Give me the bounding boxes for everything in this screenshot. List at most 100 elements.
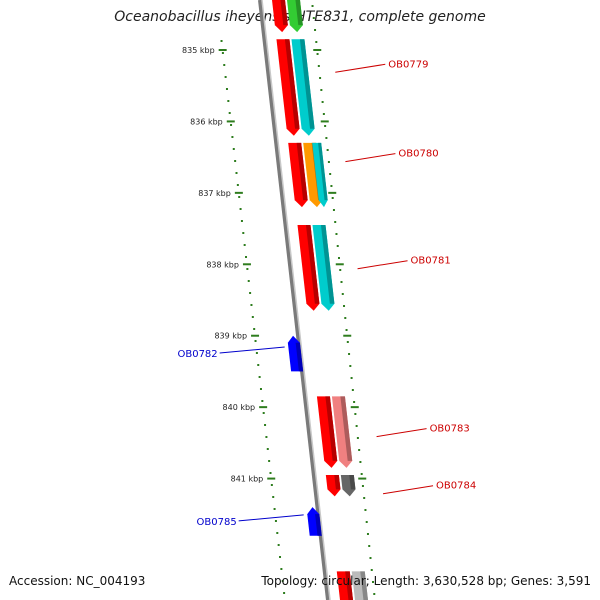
scale-dot [351, 389, 354, 391]
scale-dot [346, 341, 349, 343]
scale-dot [341, 293, 344, 295]
scale-dot [353, 401, 356, 403]
scale-dot [365, 521, 368, 523]
gene-label[interactable]: OB0783 [430, 424, 470, 435]
gene-label[interactable]: OB0781 [411, 256, 451, 267]
scale-dot [320, 89, 323, 91]
scale-dot [227, 100, 230, 102]
gene-feature-shade [296, 142, 308, 201]
scale-dot [330, 185, 333, 187]
scale-dot [270, 484, 273, 486]
tick-label: 836 kbp [190, 117, 223, 126]
gene-feature-shade [334, 475, 341, 490]
scale-dot [277, 544, 280, 546]
scale-dot [255, 352, 258, 354]
gene-label[interactable]: OB0784 [436, 481, 476, 492]
scale-dot [232, 148, 235, 150]
scale-dot [280, 568, 283, 570]
gene-feature-shade [284, 39, 300, 129]
gene-label-leader [238, 514, 304, 522]
scale-dot [269, 472, 272, 474]
scale-dot [319, 77, 322, 79]
scale-dot [224, 76, 227, 78]
scale-dot [325, 137, 328, 139]
scale-dot [251, 316, 254, 318]
scale-dot [373, 593, 376, 595]
scale-dot [264, 424, 267, 426]
scale-dot [343, 305, 346, 307]
scale-dot [332, 209, 335, 211]
gene-feature-shade [325, 396, 338, 461]
gene-label[interactable]: OB0779 [388, 59, 428, 70]
scale-dot [327, 161, 330, 163]
feature-layer [271, 0, 368, 600]
scale-dot [321, 101, 324, 103]
scale-dot [322, 113, 325, 115]
scale-dot [348, 353, 351, 355]
scale-dot [223, 64, 226, 66]
genome-summary-text: Topology: circular; Length: 3,630,528 bp… [261, 574, 591, 588]
scale-dot [268, 460, 271, 462]
gene-label[interactable]: OB0780 [398, 149, 438, 160]
tick-label: 839 kbp [214, 332, 247, 341]
gene-label-leader [345, 153, 396, 163]
scale-dot [344, 317, 347, 319]
gene-feature-shade [320, 225, 335, 304]
scale-dot [258, 376, 261, 378]
tick-label: 837 kbp [198, 189, 231, 198]
scale-dot [326, 149, 329, 151]
scale-dot [355, 425, 358, 427]
scale-dot [349, 365, 352, 367]
gene-label-leader [219, 346, 285, 354]
scale-dot [345, 329, 348, 331]
scale-dot [369, 557, 372, 559]
tick-label: 835 kbp [182, 46, 215, 55]
scale-dot [315, 41, 318, 43]
scale-dot [324, 125, 327, 127]
gene-label[interactable]: OB0782 [177, 349, 217, 360]
gene-feature-shade [295, 342, 304, 372]
scale-dot [266, 448, 269, 450]
gene-label-leader [335, 63, 386, 73]
scale-dot [262, 412, 265, 414]
scale-dot [356, 437, 359, 439]
scale-dot [253, 328, 256, 330]
tick-label: 838 kbp [206, 260, 239, 269]
scale-dot [336, 245, 339, 247]
tick-layer: 835 kbp 836 kbp 837 kbp 838 kbp 839 kbp 840 k… [182, 5, 376, 595]
scale-dot [311, 5, 314, 7]
scale-dot [366, 533, 369, 535]
gene-feature-shade [305, 225, 320, 304]
scale-dot [234, 160, 237, 162]
gene-feature-shade [315, 514, 322, 536]
scale-dot [221, 52, 224, 54]
scale-dot [358, 449, 361, 451]
scale-dot [331, 197, 334, 199]
scale-dot [259, 388, 262, 390]
scale-dot [337, 257, 340, 259]
gene-label-leader [376, 428, 427, 438]
gene-label[interactable]: OB0785 [197, 517, 237, 528]
gene-feature-shade [299, 39, 315, 129]
gene-feature-shade [349, 475, 356, 490]
scale-dot [279, 556, 282, 558]
scale-dot [243, 244, 246, 246]
scale-dot [372, 581, 375, 583]
gene-feature-shade [360, 571, 368, 600]
scale-dot [272, 496, 275, 498]
scale-dot [363, 497, 366, 499]
gene-feature-shade [318, 142, 328, 201]
scale-dot [276, 532, 279, 534]
scale-dot [334, 221, 337, 223]
scale-dot [230, 124, 233, 126]
scale-dot [281, 580, 284, 582]
scale-dot [246, 268, 249, 270]
scale-dot [329, 173, 332, 175]
scale-dot [257, 364, 260, 366]
scale-dot [340, 281, 343, 283]
scale-dot [316, 53, 319, 55]
backbone-layer [258, 0, 331, 600]
gene-label-leader [357, 260, 408, 270]
scale-dot [245, 256, 248, 258]
